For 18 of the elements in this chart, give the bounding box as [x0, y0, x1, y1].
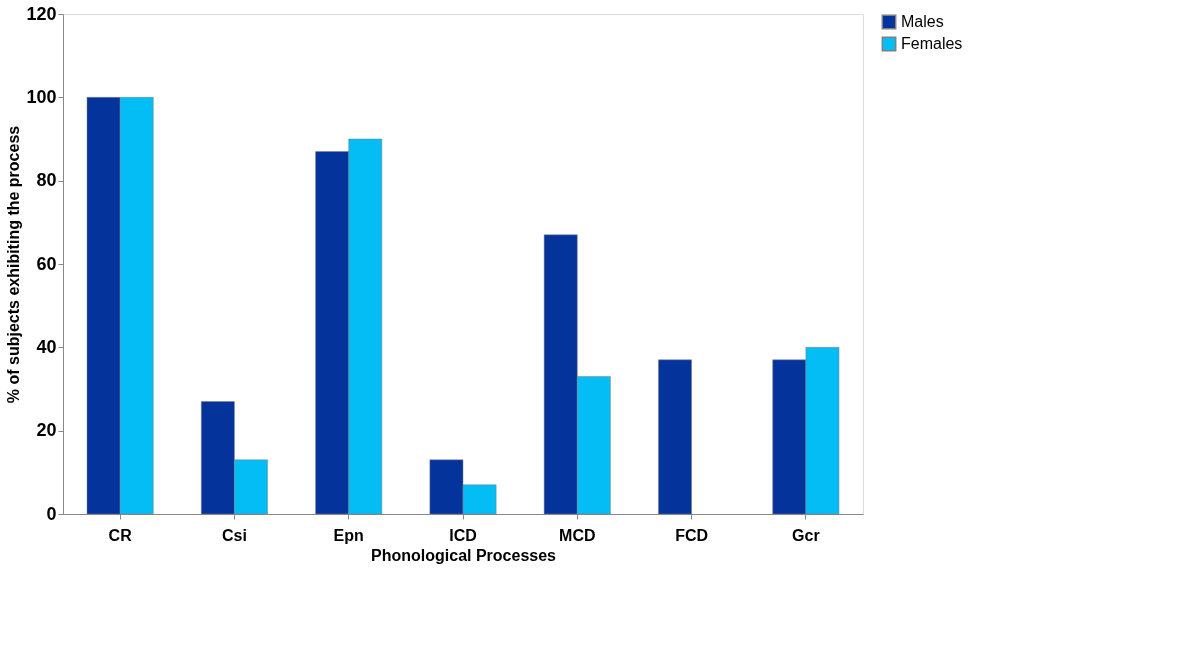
- y-axis-title: % of subjects exhibiting the process: [5, 125, 23, 404]
- x-tick-label: ICD: [449, 526, 477, 544]
- y-tick-label: 20: [36, 420, 57, 441]
- y-tick-label: 60: [36, 253, 57, 274]
- legend-label: Females: [901, 35, 963, 52]
- x-axis-title: Phonological Processes: [371, 546, 557, 564]
- y-tick-label: 40: [36, 336, 57, 357]
- y-tick-label: 80: [36, 170, 57, 191]
- y-tick-label: 100: [26, 86, 57, 107]
- x-tick-label: Gcr: [792, 526, 820, 544]
- x-tick-label: CR: [108, 526, 133, 544]
- x-tick-label: FCD: [675, 526, 709, 544]
- legend-label: Males: [901, 13, 944, 30]
- x-tick-label: Epn: [333, 526, 364, 544]
- x-tick-label: MCD: [559, 526, 596, 544]
- y-tick-label: 120: [26, 3, 57, 24]
- y-tick-label: 0: [46, 503, 57, 524]
- x-tick-label: Csi: [221, 526, 247, 544]
